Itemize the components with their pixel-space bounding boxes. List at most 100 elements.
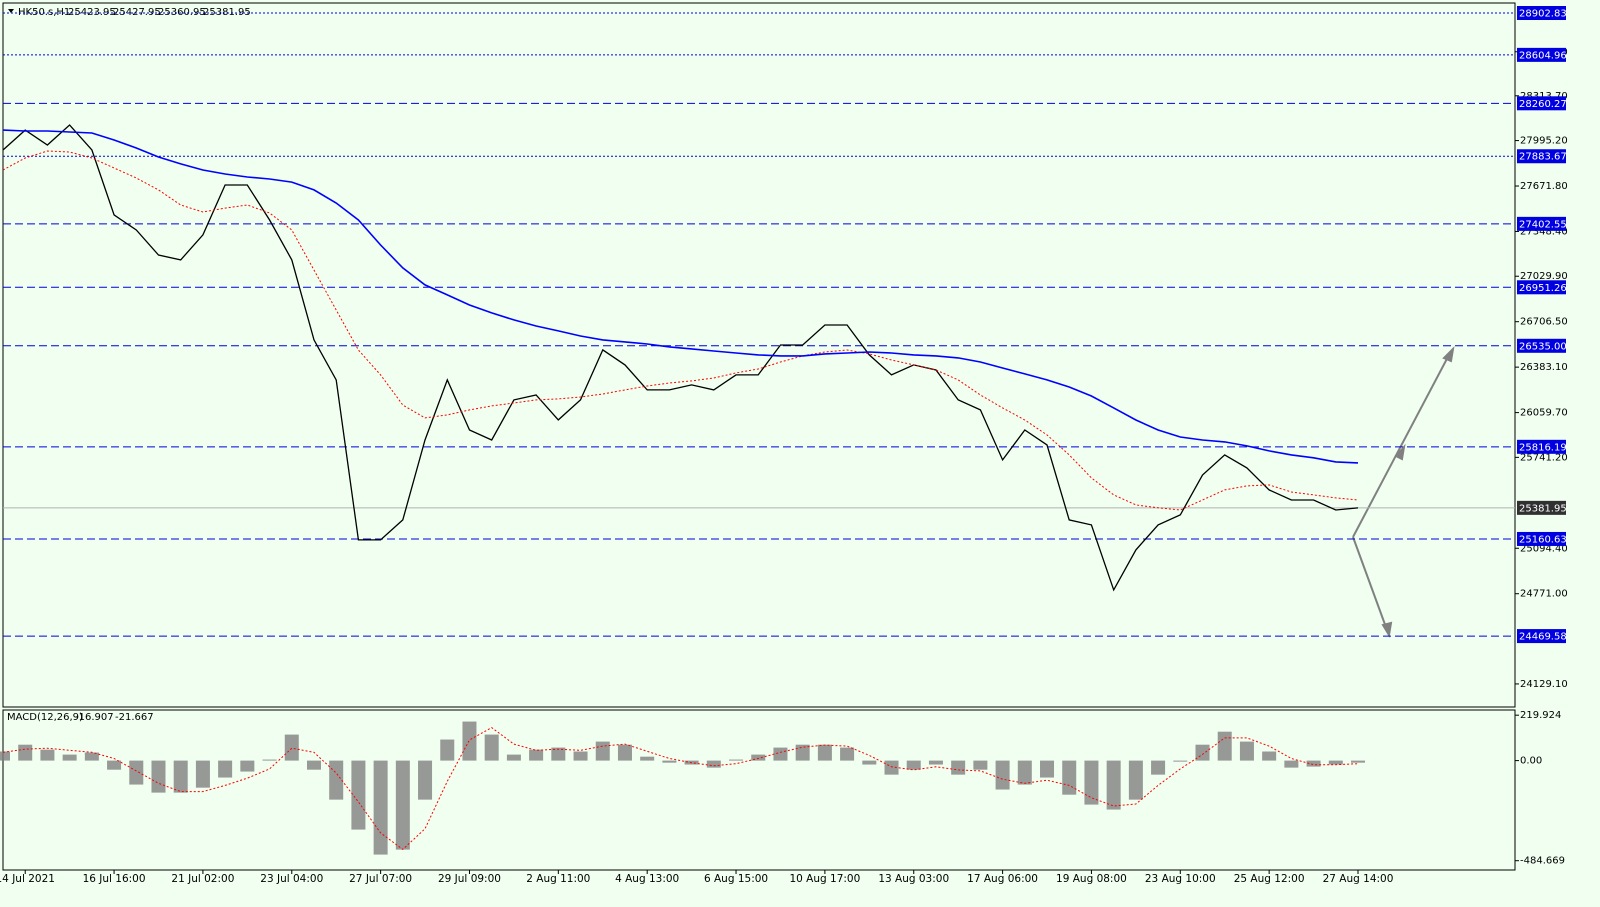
macd-label: MACD(12,26,9)	[7, 712, 83, 723]
macd-bar	[529, 749, 544, 761]
series-line	[2, 124, 1359, 592]
y-tick-label: 26383.10	[1520, 362, 1568, 373]
macd-bar	[506, 754, 521, 761]
y-tick-label: 219.924	[1520, 710, 1561, 721]
macd-bar	[862, 760, 877, 765]
macd-bar	[1217, 731, 1232, 761]
x-tick-label: 6 Aug 15:00	[704, 873, 768, 885]
y-tick-label: 28313.70	[1520, 91, 1568, 102]
x-tick-label: 27 Aug 14:00	[1323, 873, 1394, 885]
last-price-label: 25381.95	[1519, 503, 1567, 514]
macd-bar	[706, 760, 721, 768]
macd-bar	[951, 760, 966, 775]
macd-bar	[462, 721, 477, 761]
level-label: 27883.67	[1519, 152, 1567, 163]
arrow-head	[1442, 346, 1455, 363]
macd-reading: -16.907	[75, 712, 114, 723]
macd-bar	[840, 747, 855, 761]
series-line	[2, 150, 1359, 511]
close: 25381.95	[203, 7, 251, 18]
series-line	[2, 727, 1359, 851]
level-label: 26951.26	[1519, 283, 1567, 294]
macd-bar	[1351, 760, 1365, 763]
macd-bar	[1195, 744, 1210, 761]
x-tick-label: 16 Jul 16:00	[83, 873, 146, 885]
macd-bar	[151, 760, 166, 793]
macd-bar	[751, 754, 766, 761]
macd-bar	[662, 760, 677, 763]
y-tick-label: 27995.20	[1520, 136, 1568, 147]
last-price-box	[1517, 500, 1566, 515]
y-tick-label: -484.669	[1520, 856, 1565, 867]
macd-bar	[1128, 760, 1143, 800]
macd-bar	[617, 744, 632, 761]
macd-bar	[373, 760, 388, 855]
macd-bar	[795, 744, 810, 761]
menu-triangle	[8, 9, 14, 13]
level-label: 28260.27	[1519, 99, 1567, 110]
macd-bar	[173, 760, 188, 793]
level-label: 28604.96	[1519, 50, 1567, 61]
macd-bar	[817, 744, 832, 761]
macd-bar	[1239, 741, 1254, 761]
macd-bar	[1084, 760, 1099, 805]
macd-panel	[2, 709, 1516, 871]
arrows	[1352, 346, 1455, 638]
macd-bar	[262, 759, 277, 761]
macd-bar	[995, 760, 1010, 790]
macd-bar	[1106, 760, 1121, 810]
y-tick-label: 25094.40	[1520, 543, 1568, 554]
x-tick-label: 10 Aug 17:00	[789, 873, 860, 885]
y-tick-label: 24129.10	[1520, 679, 1568, 690]
level-box	[1517, 439, 1566, 454]
macd-bar	[1173, 760, 1188, 762]
x-tick-label: 29 Jul 09:00	[438, 873, 501, 885]
macd-bar	[1284, 760, 1299, 768]
macd-bar	[1062, 760, 1077, 795]
level-box	[1517, 47, 1566, 62]
y-tick-label: 26706.50	[1520, 317, 1568, 328]
macd-bar	[84, 752, 99, 761]
macd-bar	[129, 760, 144, 785]
level-box	[1517, 338, 1566, 353]
macd-bar	[884, 760, 899, 775]
y-tick-label: 27029.90	[1520, 271, 1568, 282]
macd-bar	[1306, 760, 1321, 767]
macd-bar	[551, 747, 566, 761]
y-tick-label: 24771.00	[1520, 589, 1568, 600]
x-tick-label: 19 Aug 08:00	[1056, 873, 1127, 885]
macd-bar	[1328, 760, 1343, 765]
macd-bar	[773, 747, 788, 761]
level-box	[1517, 629, 1566, 644]
macd-bar	[0, 751, 10, 761]
price-panel	[2, 2, 1516, 708]
macd-bar	[595, 741, 610, 761]
x-tick-label: 4 Aug 13:00	[615, 873, 679, 885]
level-label: 27402.55	[1519, 219, 1567, 230]
level-box	[1517, 149, 1566, 164]
high: 25427.95	[113, 7, 161, 18]
x-tick-label: 25 Aug 12:00	[1234, 873, 1305, 885]
macd-bar	[195, 760, 210, 788]
x-tick-label: 14 Jul 2021	[0, 873, 55, 885]
y-tick-label: 0.00	[1520, 756, 1542, 767]
arrow-down	[1352, 536, 1388, 631]
macd-bar	[440, 739, 455, 761]
y-tick-label: 25741.20	[1520, 452, 1568, 463]
y-tick-label: 26059.70	[1520, 408, 1568, 419]
macd-bar	[395, 760, 410, 850]
series-line	[2, 129, 1359, 464]
macd-bar	[329, 760, 344, 800]
level-label: 25160.63	[1519, 534, 1567, 545]
arrow-head	[1394, 443, 1406, 461]
level-label: 26535.00	[1519, 341, 1567, 352]
macd-bar	[62, 754, 77, 761]
macd-bar	[284, 734, 299, 761]
macd-bar	[1017, 760, 1032, 785]
signal-reading: -21.667	[115, 712, 154, 723]
macd-bar	[1040, 760, 1055, 778]
macd-bar	[40, 749, 55, 761]
level-box	[1517, 280, 1566, 295]
